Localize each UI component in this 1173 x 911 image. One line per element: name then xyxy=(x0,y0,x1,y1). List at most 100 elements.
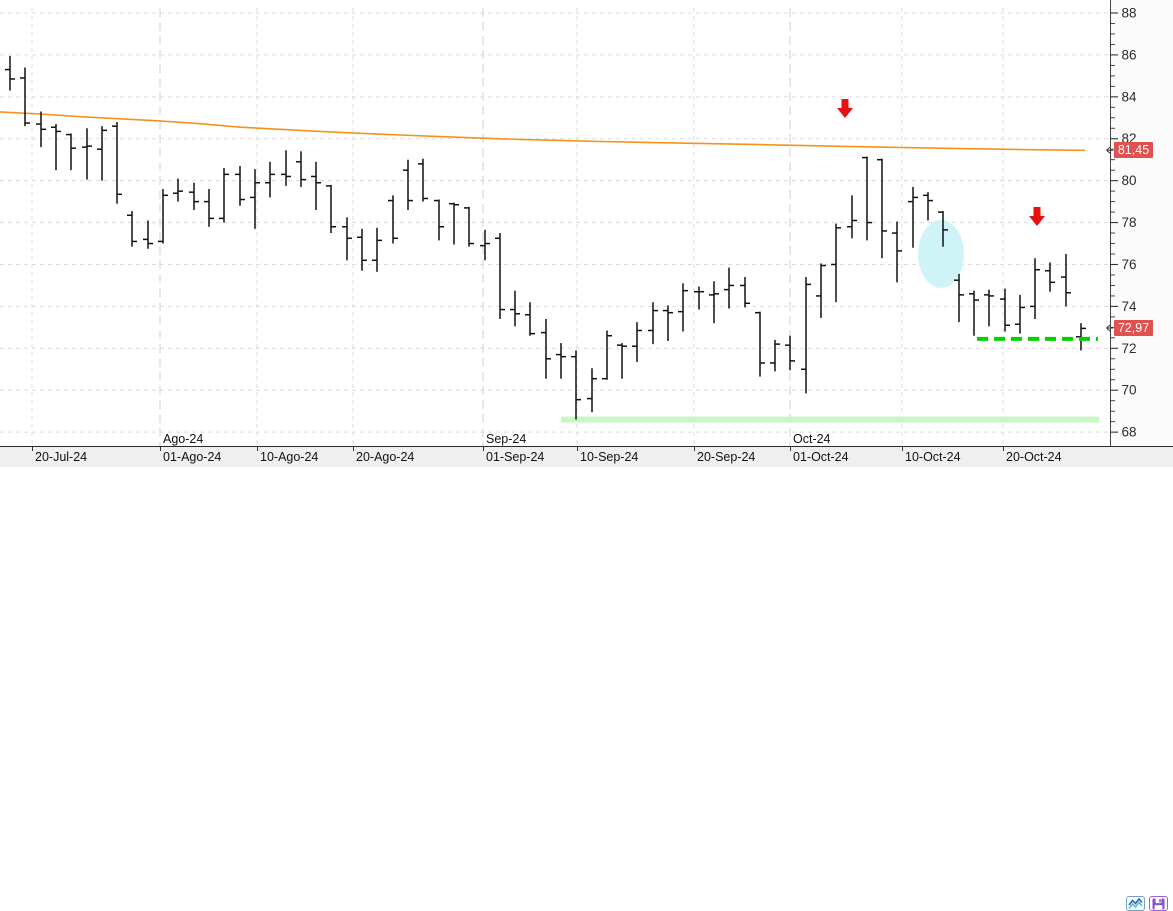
ohlc-bar xyxy=(571,350,581,419)
ohlc-bar xyxy=(862,157,872,241)
x-tick-label: 10-Oct-24 xyxy=(905,450,961,464)
ohlc-bar xyxy=(770,340,780,371)
x-axis-tick xyxy=(483,447,484,451)
x-axis-tick xyxy=(902,447,903,451)
ohlc-bar xyxy=(51,124,61,170)
ohlc-bar xyxy=(663,305,673,341)
ohlc-bar xyxy=(847,195,857,238)
ohlc-bar xyxy=(127,211,137,247)
save-button[interactable] xyxy=(1149,896,1168,911)
ohlc-bar xyxy=(311,162,321,210)
y-tick-label: 88 xyxy=(1122,6,1137,21)
x-axis-strip: 20-Jul-24 01-Ago-24 10-Ago-24 20-Ago-24 01-S… xyxy=(0,446,1173,467)
ohlc-bar xyxy=(1000,289,1010,332)
x-tick-label: 20-Jul-24 xyxy=(35,450,87,464)
month-label: Ago-24 xyxy=(163,432,203,446)
ohlc-bar xyxy=(296,151,306,187)
ohlc-bar xyxy=(219,168,229,222)
ohlc-bar xyxy=(908,187,918,248)
chart-lines-button[interactable] xyxy=(1126,896,1145,911)
ohlc-bar xyxy=(954,274,964,322)
x-axis-tick xyxy=(32,447,33,451)
ohlc-bar xyxy=(1045,262,1055,291)
ohlc-bar xyxy=(97,126,107,180)
ohlc-bar xyxy=(632,322,642,362)
down-arrow-marker xyxy=(1029,207,1045,226)
y-tick-label: 76 xyxy=(1122,257,1137,272)
x-axis-tick xyxy=(1003,447,1004,451)
ohlc-bar xyxy=(250,169,260,229)
ohlc-bar xyxy=(801,277,811,393)
y-tick-label: 68 xyxy=(1122,425,1137,440)
y-tick-label: 78 xyxy=(1122,215,1137,230)
x-axis-tick xyxy=(160,447,161,451)
ohlc-bar xyxy=(1076,323,1086,350)
ohlc-bar xyxy=(510,291,520,327)
ohlc-bar xyxy=(831,224,841,303)
ohlc-bar xyxy=(480,230,490,260)
y-tick-label: 74 xyxy=(1122,299,1138,314)
ohlc-bar xyxy=(541,319,551,379)
ohlc-bar xyxy=(724,268,734,309)
ohlc-bar xyxy=(235,166,245,206)
x-axis-tick xyxy=(577,447,578,451)
ohlc-bar xyxy=(112,122,122,204)
ohlc-bar xyxy=(556,343,566,379)
ohlc-bar xyxy=(1061,254,1071,306)
ohlc-bar xyxy=(709,281,719,323)
ohlc-bar xyxy=(418,159,428,202)
x-tick-label: 20-Sep-24 xyxy=(697,450,755,464)
x-tick-label: 01-Oct-24 xyxy=(793,450,849,464)
ohlc-bar xyxy=(877,159,887,259)
y-tick-label: 80 xyxy=(1122,173,1137,188)
y-tick-label: 84 xyxy=(1122,89,1138,104)
save-icon xyxy=(1152,898,1165,910)
ohlc-bar xyxy=(449,203,459,245)
ohlc-bar xyxy=(342,217,352,260)
ohlc-bar xyxy=(5,56,15,91)
ma-price-tag: 81,45 xyxy=(1114,142,1153,158)
ohlc-bar xyxy=(434,200,444,241)
ohlc-bar xyxy=(143,220,153,248)
moving-average-line xyxy=(0,112,1085,150)
ohlc-bar xyxy=(678,283,688,331)
x-tick-label: 10-Ago-24 xyxy=(260,450,318,464)
ohlc-bar xyxy=(525,302,535,336)
ohlc-bar xyxy=(755,312,765,377)
ohlc-bar xyxy=(969,291,979,336)
x-tick-label: 01-Sep-24 xyxy=(486,450,544,464)
ohlc-bar xyxy=(816,263,826,317)
ohlc-bar xyxy=(82,128,92,179)
ohlc-bar xyxy=(648,302,658,344)
ohlc-bar xyxy=(20,67,30,126)
x-axis-tick xyxy=(353,447,354,451)
y-tick-label: 86 xyxy=(1122,47,1137,62)
ohlc-bar xyxy=(785,336,795,371)
last-price-tag: 72,97 xyxy=(1114,320,1153,336)
x-axis-tick xyxy=(257,447,258,451)
ohlc-bar xyxy=(740,277,750,307)
x-axis-tick xyxy=(694,447,695,451)
ohlc-bar xyxy=(403,160,413,210)
ohlc-bar xyxy=(372,228,382,272)
month-label: Oct-24 xyxy=(793,432,831,446)
support-zone-band xyxy=(561,417,1099,423)
y-tick-label: 70 xyxy=(1122,383,1137,398)
chart-lines-icon xyxy=(1128,897,1143,910)
x-tick-label: 01-Ago-24 xyxy=(163,450,221,464)
ohlc-bar xyxy=(602,330,612,379)
y-axis-background xyxy=(1111,0,1173,446)
ohlc-bar xyxy=(1015,295,1025,334)
ohlc-bar xyxy=(694,286,704,309)
x-axis-tick xyxy=(790,447,791,451)
ohlc-bar xyxy=(189,183,199,210)
ohlc-bar xyxy=(326,185,336,233)
ohlc-bar xyxy=(173,179,183,202)
highlight-ellipse xyxy=(918,220,964,288)
ohlc-bar xyxy=(204,189,214,227)
ohlc-bar xyxy=(265,162,275,198)
ohlc-bar xyxy=(36,111,46,147)
x-tick-label: 20-Ago-24 xyxy=(356,450,414,464)
